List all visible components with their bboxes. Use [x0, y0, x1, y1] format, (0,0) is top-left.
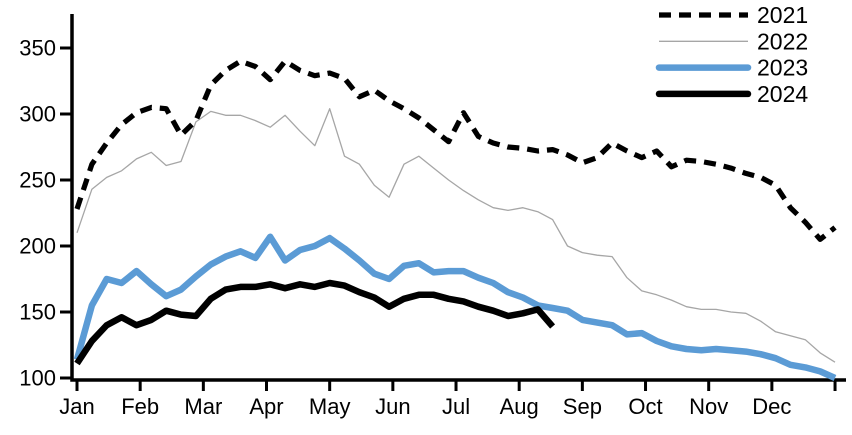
series-2021-line — [74, 58, 837, 242]
x-tick-label: Aug — [500, 394, 539, 419]
legend-label-2021: 2021 — [757, 2, 808, 28]
series-2023-line — [73, 233, 837, 381]
y-tick-label: 150 — [19, 300, 56, 325]
y-tick-label: 200 — [19, 234, 56, 259]
legend-label-2024: 2024 — [757, 81, 808, 107]
legend-label-2022: 2022 — [757, 28, 808, 54]
y-tick-label: 350 — [19, 36, 56, 61]
y-tick-label: 300 — [19, 102, 56, 127]
series-2022-line — [76, 108, 836, 363]
y-tick-label: 100 — [19, 366, 56, 391]
y-tick-label: 250 — [19, 168, 56, 193]
x-tick-label: Apr — [249, 394, 283, 419]
x-tick-label: Mar — [184, 394, 222, 419]
axis-lines — [70, 14, 846, 382]
legend-label-2023: 2023 — [757, 55, 808, 81]
x-tick-label: Nov — [689, 394, 728, 419]
x-tick-label: Oct — [628, 394, 662, 419]
x-tick-label: Jun — [375, 394, 410, 419]
x-tick-label: Sep — [563, 394, 602, 419]
x-tick-label: Jul — [442, 394, 470, 419]
x-tick-label: Jan — [59, 394, 94, 419]
x-tick-label: Dec — [752, 394, 791, 419]
series-2024-line — [74, 279, 556, 366]
x-tick-label: May — [309, 394, 351, 419]
x-tick-label: Feb — [121, 394, 159, 419]
